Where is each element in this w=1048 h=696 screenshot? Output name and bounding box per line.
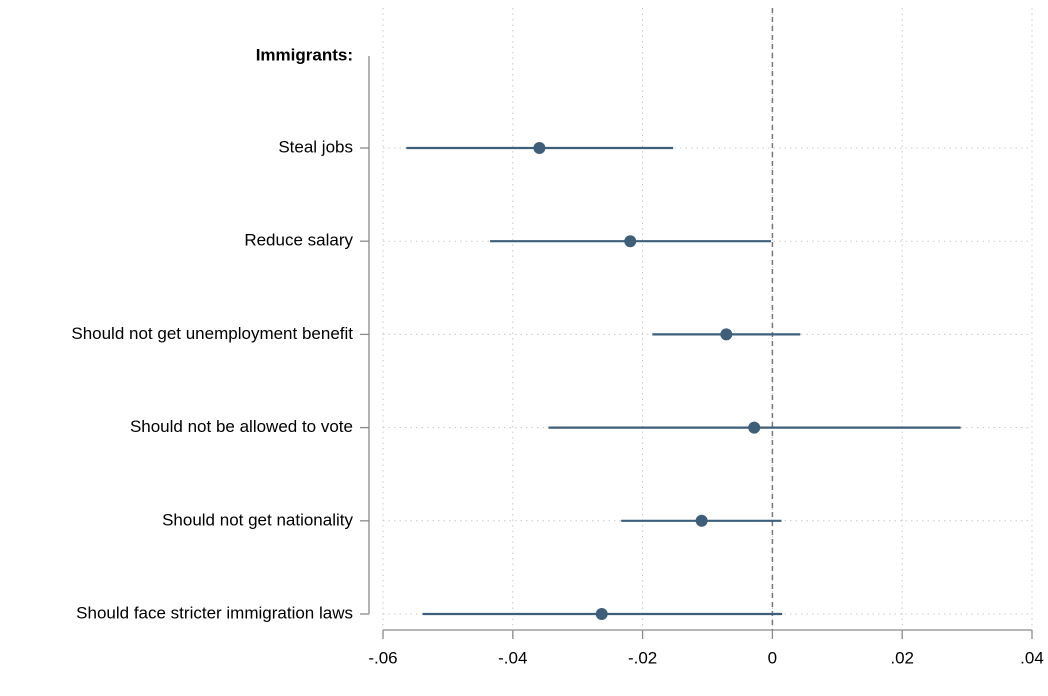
x-tick-label: -.02 bbox=[628, 648, 657, 667]
point-estimate bbox=[533, 142, 546, 154]
point-estimate bbox=[748, 421, 761, 434]
x-tick-label: -.04 bbox=[498, 648, 527, 667]
point-estimate bbox=[624, 235, 637, 248]
y-tick-label: Reduce salary bbox=[244, 231, 353, 250]
point-estimate bbox=[595, 608, 608, 620]
x-tick-label: -.06 bbox=[368, 648, 397, 667]
y-tick-label: Should face stricter immigration laws bbox=[76, 603, 353, 622]
y-tick-label: Should not get unemployment benefit bbox=[71, 324, 353, 343]
y-tick-label: Steal jobs bbox=[278, 137, 353, 156]
y-tick-label: Should not get nationality bbox=[162, 510, 353, 529]
x-tick-label: .02 bbox=[890, 648, 914, 667]
point-estimate bbox=[695, 514, 708, 527]
point-estimate bbox=[720, 328, 733, 341]
x-tick-label: .04 bbox=[1020, 648, 1044, 667]
group-label: Immigrants: bbox=[256, 45, 353, 64]
x-tick-label: 0 bbox=[768, 648, 777, 667]
y-tick-label: Should not be allowed to vote bbox=[130, 417, 353, 436]
